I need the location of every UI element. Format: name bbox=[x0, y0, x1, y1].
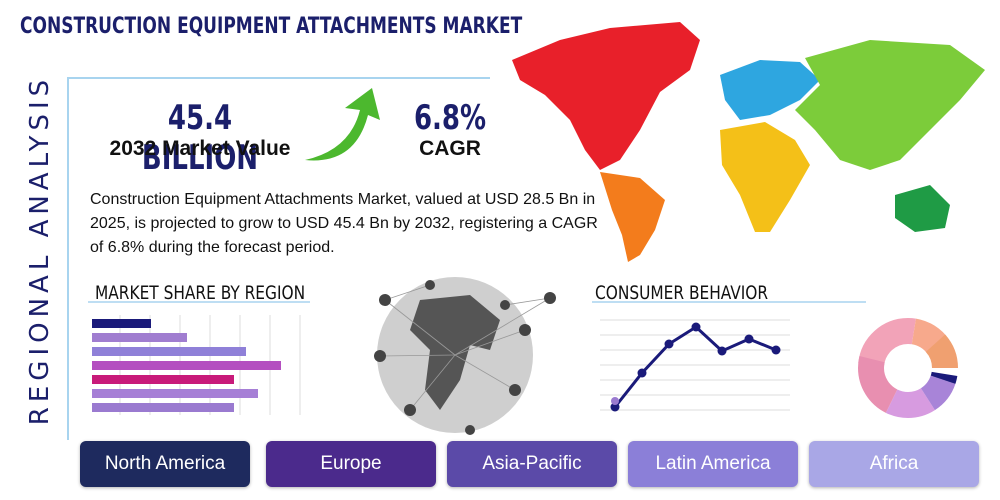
region-button[interactable]: Africa bbox=[809, 441, 979, 487]
map-south-america bbox=[600, 172, 665, 262]
stat-value: 45.4 BILLION bbox=[141, 98, 259, 178]
stat-value: 6.8% bbox=[413, 98, 487, 138]
region-button[interactable]: Latin America bbox=[628, 441, 798, 487]
section-title: MARKET SHARE BY REGION bbox=[95, 282, 306, 304]
frame bbox=[67, 77, 490, 440]
world-map bbox=[512, 22, 985, 262]
mini-bars bbox=[92, 315, 301, 415]
description: Construction Equipment Attachments Marke… bbox=[90, 191, 598, 256]
region-button[interactable]: Asia-Pacific bbox=[447, 441, 617, 487]
map-asia bbox=[795, 40, 985, 170]
stat-label: 2032 Market Value bbox=[109, 137, 291, 160]
mini-donut bbox=[858, 318, 958, 418]
globe-network bbox=[374, 277, 556, 435]
region-button[interactable]: North America bbox=[80, 441, 250, 487]
side-label: REGIONAL ANALYSIS bbox=[25, 74, 55, 426]
map-europe bbox=[720, 60, 820, 120]
map-oceania bbox=[895, 185, 950, 232]
stat-label: CAGR bbox=[419, 137, 481, 160]
region-button[interactable]: Europe bbox=[266, 441, 436, 487]
mini-line bbox=[600, 319, 790, 412]
section-title: CONSUMER BEHAVIOR bbox=[595, 282, 769, 304]
growth-arrow bbox=[305, 88, 380, 161]
map-africa bbox=[720, 122, 810, 232]
title: CONSTRUCTION EQUIPMENT ATTACHMENTS MARKE… bbox=[20, 14, 523, 39]
map-north-america bbox=[512, 22, 700, 170]
